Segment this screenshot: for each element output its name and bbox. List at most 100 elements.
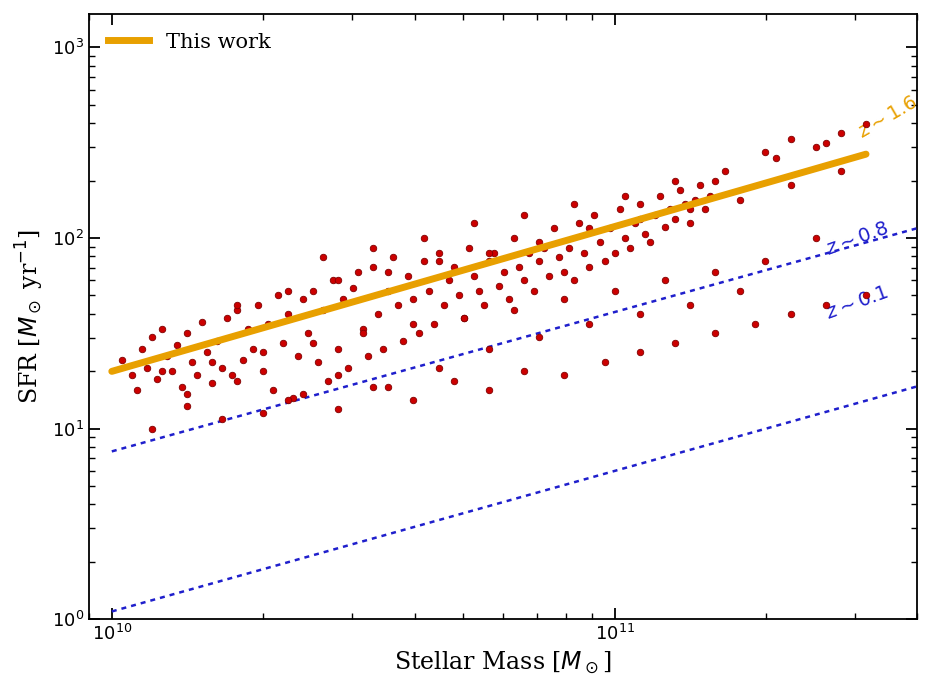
Point [250, 299, 265, 310]
Point [718, 166, 733, 177]
Point [441, 275, 456, 286]
Point [341, 362, 356, 373]
Point [215, 413, 230, 424]
Point [632, 347, 647, 358]
Point [235, 355, 250, 366]
Point [365, 381, 381, 392]
Point [698, 204, 713, 215]
Point [195, 316, 210, 327]
Point [296, 293, 311, 304]
Point [496, 267, 512, 278]
Point [144, 332, 159, 343]
Point [707, 267, 723, 278]
Point [466, 217, 481, 228]
Text: $z\sim0.8$: $z\sim0.8$ [823, 219, 891, 259]
Point [572, 217, 587, 228]
Point [356, 324, 371, 335]
Point [335, 293, 350, 304]
Point [683, 299, 698, 310]
Point [577, 248, 592, 259]
Point [159, 351, 174, 362]
Point [688, 195, 703, 206]
Point [180, 388, 195, 400]
Point [637, 228, 652, 239]
Point [204, 377, 219, 388]
Point [230, 299, 245, 310]
Point [733, 195, 748, 206]
Point [617, 190, 632, 201]
Point [240, 324, 255, 335]
Point [456, 313, 471, 324]
Point [365, 261, 381, 272]
Point [305, 286, 320, 297]
Point [281, 286, 296, 297]
Point [170, 339, 185, 351]
Point [285, 393, 300, 404]
Point [290, 351, 305, 362]
Point [858, 290, 873, 301]
Point [783, 308, 798, 319]
Point [225, 370, 240, 381]
Point [808, 141, 823, 152]
Point [516, 366, 531, 377]
Point [381, 267, 396, 278]
Point [858, 118, 873, 129]
Point [607, 286, 622, 297]
Point [255, 366, 270, 377]
Point [507, 233, 522, 244]
Point [316, 305, 331, 316]
Point [381, 286, 396, 297]
Point [416, 255, 431, 266]
Point [692, 179, 707, 190]
Point [139, 362, 154, 373]
Point [270, 290, 285, 301]
Point [617, 233, 632, 244]
Point [783, 133, 798, 144]
Point [326, 275, 341, 286]
Point [346, 282, 361, 293]
Point [552, 252, 567, 263]
Point [411, 328, 426, 339]
Point [477, 299, 492, 310]
Point [557, 293, 572, 304]
Point [768, 152, 783, 164]
Point [300, 328, 316, 339]
Point [531, 236, 546, 247]
Point [597, 255, 612, 266]
Point [481, 255, 496, 266]
Point [204, 356, 219, 367]
Point [632, 198, 647, 209]
Point [129, 385, 144, 396]
Point [627, 217, 642, 228]
Point [316, 252, 331, 263]
Point [124, 370, 139, 381]
Point [230, 375, 245, 386]
Point [834, 128, 849, 139]
Point [462, 242, 477, 253]
Point [401, 270, 416, 282]
Point [522, 248, 537, 259]
Point [230, 305, 245, 316]
Point [396, 335, 411, 346]
Point [331, 370, 346, 381]
Point [281, 395, 296, 406]
Point [386, 252, 401, 263]
Point [748, 318, 763, 329]
Point [783, 179, 798, 190]
Point [180, 400, 195, 411]
Y-axis label: SFR [$M_\odot$ yr$^{-1}$]: SFR [$M_\odot$ yr$^{-1}$] [14, 229, 46, 404]
Point [668, 337, 683, 348]
Point [537, 242, 552, 253]
Point [471, 286, 486, 297]
Point [185, 356, 200, 367]
Point [447, 375, 462, 386]
Point [431, 248, 447, 259]
Point [668, 213, 683, 224]
Point [557, 370, 572, 381]
Point [174, 381, 189, 392]
Point [391, 299, 406, 310]
Point [516, 210, 531, 221]
X-axis label: Stellar Mass [$M_\odot$]: Stellar Mass [$M_\odot$] [395, 649, 612, 676]
Text: $z\sim1.6$: $z\sim1.6$ [854, 93, 920, 141]
Point [154, 324, 170, 335]
